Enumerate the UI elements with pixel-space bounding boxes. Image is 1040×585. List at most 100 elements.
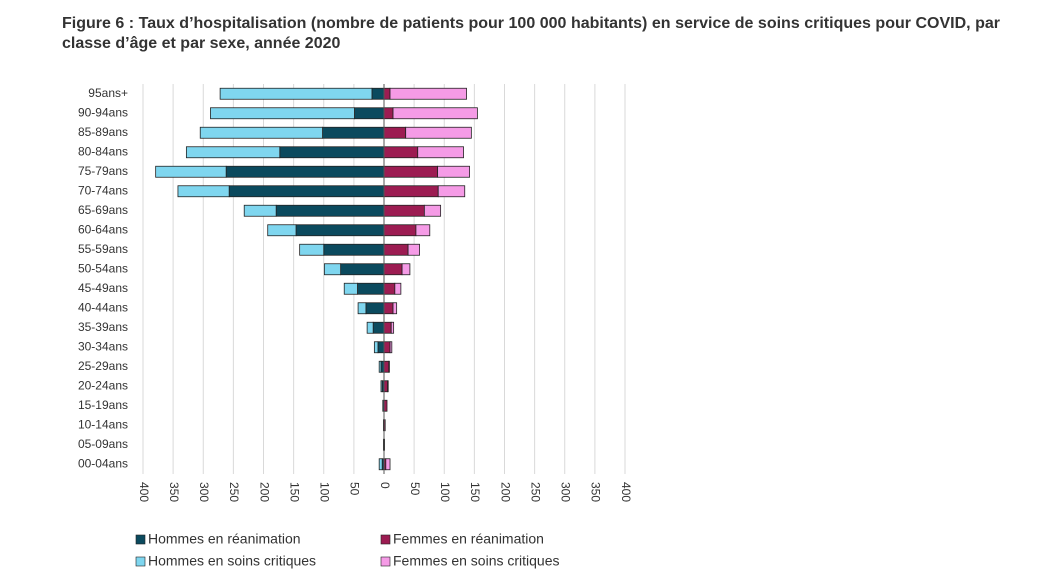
legend-swatch: [135, 534, 146, 545]
bar: [383, 204, 425, 217]
bar: [199, 126, 323, 139]
bar: [210, 107, 355, 120]
x-tick-label: 50: [408, 482, 422, 496]
bar: [389, 87, 467, 100]
bar: [383, 126, 407, 139]
bar: [383, 380, 389, 393]
bar: [155, 165, 227, 178]
bar: [380, 380, 383, 393]
bar: [383, 360, 390, 373]
bar: [340, 263, 385, 276]
bar: [437, 165, 470, 178]
y-tick-label: 00-04ans: [78, 456, 128, 470]
bar: [357, 302, 367, 315]
bar: [383, 321, 392, 334]
y-tick-label: 15-19ans: [78, 398, 128, 412]
bar: [373, 341, 379, 354]
y-tick-label: 85-89ans: [78, 125, 128, 139]
x-tick-label: 100: [318, 482, 332, 502]
bar: [383, 224, 417, 237]
x-tick-label: 300: [559, 482, 573, 502]
bar: [383, 107, 394, 120]
bar: [343, 282, 358, 295]
y-tick-label: 75-79ans: [78, 164, 128, 178]
bar: [378, 360, 382, 373]
y-tick-label: 55-59ans: [78, 242, 128, 256]
bar: [354, 107, 385, 120]
legend-swatch: [135, 556, 146, 567]
legend-swatch: [380, 534, 391, 545]
bar: [392, 302, 398, 315]
bar: [387, 380, 389, 393]
bar: [383, 87, 391, 100]
bar: [401, 263, 411, 276]
y-tick-label: 05-09ans: [78, 437, 128, 451]
bar: [405, 126, 472, 139]
bar: [243, 204, 277, 217]
bar: [323, 243, 385, 256]
y-tick-label: 40-44ans: [78, 300, 128, 314]
bar: [372, 321, 385, 334]
bar: [323, 263, 342, 276]
x-tick-label: 400: [619, 482, 633, 502]
x-tick-label: 400: [137, 482, 151, 502]
bar: [383, 341, 391, 354]
bar: [383, 302, 394, 315]
x-tick-label: 0: [378, 482, 392, 489]
bar: [383, 146, 419, 159]
bar: [378, 458, 383, 471]
bar: [279, 146, 385, 159]
bar: [383, 282, 396, 295]
y-tick-label: 45-49ans: [78, 281, 128, 295]
legend-label: Hommes en soins critiques: [148, 553, 316, 569]
bar: [423, 204, 442, 217]
y-tick-label: 80-84ans: [78, 144, 128, 158]
bar: [371, 87, 385, 100]
bar: [383, 185, 439, 198]
x-tick-label: 200: [257, 482, 271, 502]
bar: [389, 341, 393, 354]
y-tick-label: 25-29ans: [78, 359, 128, 373]
x-tick-label: 300: [197, 482, 211, 502]
bar: [219, 87, 373, 100]
bar: [185, 146, 281, 159]
x-tick-label: 150: [287, 482, 301, 502]
x-tick-label: 100: [438, 482, 452, 502]
bar: [394, 282, 402, 295]
y-tick-label: 65-69ans: [78, 203, 128, 217]
bar: [383, 165, 439, 178]
x-tick-label: 250: [227, 482, 241, 502]
bar: [392, 107, 478, 120]
bar: [417, 146, 464, 159]
bar: [437, 185, 466, 198]
bar: [388, 360, 390, 373]
y-tick-label: 35-39ans: [78, 320, 128, 334]
y-tick-label: 10-14ans: [78, 417, 128, 431]
y-tick-label: 90-94ans: [78, 105, 128, 119]
legend-label: Hommes en réanimation: [148, 531, 301, 547]
legend-label: Femmes en réanimation: [393, 531, 544, 547]
x-tick-label: 150: [468, 482, 482, 502]
bar: [365, 302, 385, 315]
bar: [385, 458, 391, 471]
bar: [177, 185, 230, 198]
x-tick-label: 350: [167, 482, 181, 502]
legend-swatch: [380, 556, 391, 567]
bar: [228, 185, 385, 198]
y-tick-label: 30-34ans: [78, 339, 128, 353]
y-tick-label: 95ans+: [88, 86, 128, 100]
chart-title: Figure 6 : Taux d’hospitalisation (nombr…: [62, 15, 1000, 52]
x-tick-label: 250: [528, 482, 542, 502]
y-tick-label: 60-64ans: [78, 222, 128, 236]
bar: [275, 204, 385, 217]
bar: [390, 321, 395, 334]
x-tick-label: 200: [498, 482, 512, 502]
bar: [366, 321, 374, 334]
bar: [407, 243, 420, 256]
bar: [295, 224, 385, 237]
bar: [225, 165, 385, 178]
bar: [357, 282, 385, 295]
y-tick-label: 70-74ans: [78, 183, 128, 197]
